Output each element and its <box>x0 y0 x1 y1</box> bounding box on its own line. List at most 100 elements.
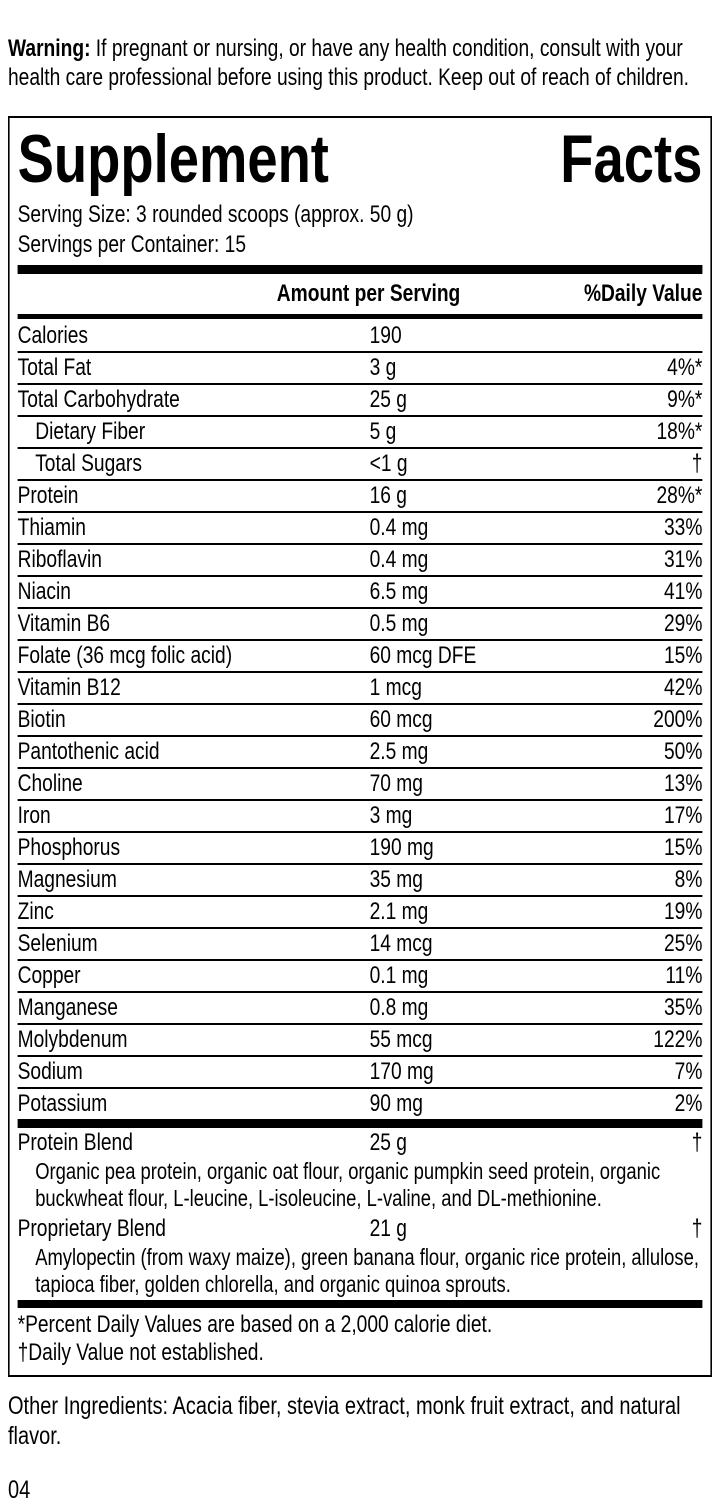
footnotes: *Percent Daily Values are based on a 2,0… <box>18 1308 703 1367</box>
row-label: Folate (36 mcg folic acid) <box>17 642 233 669</box>
row-amount: 2.5 mg <box>369 738 429 765</box>
row-dv: 15% <box>663 834 703 861</box>
panel-title-word-supplement: Supplement <box>17 121 329 197</box>
blend-item: Proprietary Blend 21 g † Amylopectin (fr… <box>18 1214 703 1298</box>
row-label: Thiamin <box>17 514 86 541</box>
footnote-daily-values: *Percent Daily Values are based on a 2,0… <box>17 1311 493 1338</box>
blend-description: Organic pea protein, organic oat flour, … <box>35 1158 661 1211</box>
blend-amount: 21 g <box>369 1215 407 1242</box>
row-amount: 70 mg <box>369 770 423 797</box>
blend-dv: † <box>691 1215 703 1242</box>
blend-description: Amylopectin (from waxy maize), green ban… <box>35 1244 699 1297</box>
column-header-daily-value: %Daily Value <box>583 280 703 307</box>
row-label: Total Carbohydrate <box>17 386 180 413</box>
row-label: Copper <box>17 962 81 989</box>
row-label: Protein <box>17 482 79 509</box>
table-row: Calories 190 <box>17 321 703 353</box>
row-dv: 42% <box>663 674 703 701</box>
row-dv: 17% <box>663 802 703 829</box>
row-amount: 3 mg <box>369 802 413 829</box>
supplement-facts-panel: Supplement Facts Serving Size: 3 rounded… <box>8 116 712 1377</box>
row-label: Niacin <box>17 578 71 605</box>
table-row: Sodium 170 mg 7% <box>17 1057 703 1089</box>
table-row: Total Sugars <1 g † <box>17 449 703 481</box>
table-row: Vitamin B6 0.5 mg 29% <box>17 609 703 641</box>
row-dv: 122% <box>653 1026 703 1053</box>
row-label: Selenium <box>17 930 98 957</box>
row-label: Riboflavin <box>17 546 102 573</box>
blend-row: Protein Blend 25 g † <box>18 1128 703 1157</box>
blend-amount: 25 g <box>369 1129 407 1156</box>
row-dv: 28%* <box>656 482 703 509</box>
row-amount: 3 g <box>369 354 397 381</box>
row-amount: 55 mcg <box>369 1026 433 1053</box>
row-amount: 90 mg <box>369 1090 423 1117</box>
table-row: Riboflavin 0.4 mg 31% <box>17 545 703 577</box>
panel-title-word-facts: Facts <box>560 121 703 197</box>
row-amount: 1 mcg <box>369 674 422 701</box>
table-row: Selenium 14 mcg 25% <box>17 929 703 961</box>
row-dv: 4%* <box>667 354 703 381</box>
row-label: Dietary Fiber <box>35 418 146 445</box>
row-dv: 25% <box>663 930 703 957</box>
table-row: Potassium 90 mg 2% <box>18 1089 703 1119</box>
row-label: Potassium <box>17 1090 108 1117</box>
row-amount: 190 mg <box>369 834 434 861</box>
row-dv: 29% <box>663 610 703 637</box>
row-dv: 9%* <box>667 386 703 413</box>
warning-label: Warning: <box>8 35 91 62</box>
panel-title: Supplement Facts <box>18 122 703 196</box>
row-amount: <1 g <box>369 450 408 477</box>
table-row: Magnesium 35 mg 8% <box>17 865 703 897</box>
table-row: Phosphorus 190 mg 15% <box>17 833 703 865</box>
table-row: Folate (36 mcg folic acid) 60 mcg DFE 15… <box>17 641 703 673</box>
blend-section: Protein Blend 25 g † Organic pea protein… <box>18 1128 703 1298</box>
row-label: Manganese <box>17 994 118 1021</box>
row-label: Vitamin B12 <box>17 674 121 701</box>
blend-dv: † <box>691 1129 703 1156</box>
row-label: Molybdenum <box>17 1026 128 1053</box>
row-label: Total Sugars <box>35 450 142 477</box>
row-label: Zinc <box>17 898 54 925</box>
row-dv: † <box>691 450 703 477</box>
row-dv: 50% <box>663 738 703 765</box>
blend-item: Protein Blend 25 g † Organic pea protein… <box>18 1128 703 1212</box>
row-amount: 16 g <box>369 482 407 509</box>
nutrient-rows: Calories 190 Total Fat 3 g 4%* Total Car… <box>17 319 703 1119</box>
table-row: Pantothenic acid 2.5 mg 50% <box>17 737 703 769</box>
divider-bar-thick-top <box>17 265 703 274</box>
row-amount: 0.8 mg <box>369 994 429 1021</box>
row-amount: 35 mg <box>369 866 423 893</box>
table-row: Vitamin B12 1 mcg 42% <box>17 673 703 705</box>
row-label: Magnesium <box>17 866 117 893</box>
row-amount: 2.1 mg <box>369 898 429 925</box>
row-amount: 60 mcg <box>369 706 433 733</box>
table-row: Choline 70 mg 13% <box>17 769 703 801</box>
serving-size: Serving Size: 3 rounded scoops (approx. … <box>17 201 414 228</box>
divider-bar-thick-footnotes <box>17 1300 703 1308</box>
table-row: Thiamin 0.4 mg 33% <box>17 513 703 545</box>
table-row: Manganese 0.8 mg 35% <box>17 993 703 1025</box>
row-dv: 13% <box>663 770 703 797</box>
row-dv: 200% <box>653 706 703 733</box>
warning-body: If pregnant or nursing, or have any heal… <box>8 35 689 91</box>
row-dv: 11% <box>665 962 703 989</box>
divider-bar-medium <box>17 314 703 319</box>
row-amount: 6.5 mg <box>369 578 429 605</box>
row-label: Iron <box>17 802 51 829</box>
row-dv: 2% <box>674 1090 703 1117</box>
row-dv: 8% <box>674 866 703 893</box>
table-row: Iron 3 mg 17% <box>17 801 703 833</box>
table-row: Niacin 6.5 mg 41% <box>17 577 703 609</box>
row-amount: 14 mcg <box>369 930 433 957</box>
row-dv: 15% <box>663 642 703 669</box>
row-dv: 31% <box>663 546 703 573</box>
warning-text: Warning: If pregnant or nursing, or have… <box>8 34 718 92</box>
servings-per-container: Servings per Container: 15 <box>17 231 246 258</box>
table-column-headers: Amount per Serving %Daily Value <box>18 274 703 314</box>
row-label: Calories <box>17 322 89 349</box>
row-amount: 0.4 mg <box>369 514 429 541</box>
row-dv: 35% <box>663 994 703 1021</box>
row-label: Vitamin B6 <box>17 610 111 637</box>
